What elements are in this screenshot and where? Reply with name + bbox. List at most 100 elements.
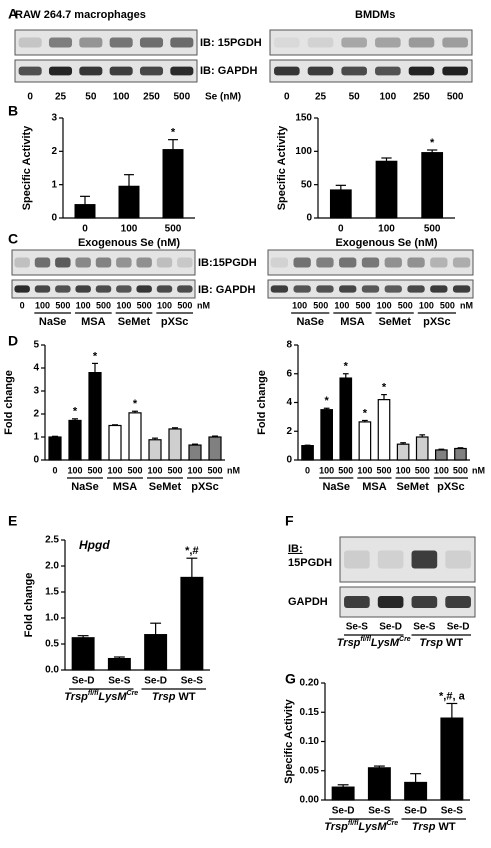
blot-band bbox=[344, 550, 370, 569]
group-label: Trspfl/flLysMCre bbox=[324, 820, 398, 833]
y-tick-label: 1 bbox=[33, 432, 39, 443]
blot-band bbox=[75, 285, 91, 293]
panel-label: G bbox=[285, 671, 296, 687]
y-tick-label: 4 bbox=[33, 363, 39, 374]
blot-band bbox=[34, 285, 51, 293]
blot-band bbox=[445, 550, 471, 569]
y-tick-label: 6 bbox=[286, 368, 292, 379]
blot-band bbox=[442, 37, 468, 48]
blot-band bbox=[307, 37, 334, 48]
x-unit: nM bbox=[472, 465, 485, 475]
bar bbox=[367, 767, 391, 801]
blot-title: RAW 264.7 macrophages bbox=[15, 9, 146, 21]
bar bbox=[74, 204, 96, 219]
x-tick-label: Se-S bbox=[441, 806, 464, 817]
y-axis-label: Fold change bbox=[3, 370, 15, 435]
bar bbox=[128, 412, 142, 461]
y-axis-label: Specific Activity bbox=[283, 698, 295, 783]
significance: * bbox=[133, 398, 138, 410]
lane-label: 0 bbox=[284, 92, 290, 103]
blot-band bbox=[55, 285, 71, 293]
bar bbox=[108, 424, 122, 461]
probe-label: IB: GAPDH bbox=[198, 284, 256, 296]
blot-band bbox=[452, 257, 471, 268]
blot-band bbox=[34, 257, 51, 268]
bar bbox=[162, 149, 184, 219]
x-tick-label: 100 bbox=[357, 465, 372, 475]
bar bbox=[404, 781, 428, 801]
group-label-part: LysM bbox=[98, 691, 127, 703]
lane-label: 100 bbox=[116, 300, 131, 310]
blot-band bbox=[139, 66, 164, 76]
bar bbox=[168, 428, 182, 461]
y-axis-label: Specific Activity bbox=[276, 125, 288, 210]
blot-band bbox=[274, 37, 300, 48]
y-tick-label: 2 bbox=[286, 426, 292, 437]
blot-band bbox=[79, 37, 103, 48]
x-unit: nM bbox=[227, 465, 240, 475]
y-tick-label: 8 bbox=[286, 340, 292, 351]
significance: *,# bbox=[185, 545, 198, 557]
y-tick-label: 2.0 bbox=[45, 561, 59, 572]
y-tick-label: 150 bbox=[295, 113, 312, 124]
blot-band bbox=[293, 257, 311, 268]
group-label: Trsp WT bbox=[419, 637, 463, 649]
bar bbox=[339, 377, 353, 461]
blot-band bbox=[445, 596, 471, 608]
lane-label: 100 bbox=[113, 92, 130, 103]
bar bbox=[208, 436, 222, 461]
x-tick-label: Se-D bbox=[332, 806, 355, 817]
group-label: MSA bbox=[340, 316, 365, 328]
blot-band bbox=[136, 285, 152, 293]
lane-label: 500 bbox=[355, 300, 370, 310]
bar bbox=[148, 439, 162, 461]
y-tick-label: 50 bbox=[301, 179, 313, 190]
x-tick-label: 100 bbox=[147, 465, 162, 475]
blot-band bbox=[116, 285, 132, 293]
x-tick-label: 500 bbox=[424, 224, 441, 235]
lane-label: 500 bbox=[398, 300, 413, 310]
blot-band bbox=[55, 257, 71, 268]
significance: *,#, a bbox=[439, 690, 466, 702]
group-label-part: Trsp bbox=[419, 637, 443, 649]
lane-label: 500 bbox=[440, 300, 455, 310]
x-tick-label: 0 bbox=[338, 224, 344, 235]
group-label-part: Trsp bbox=[152, 691, 176, 703]
x-tick-label: 100 bbox=[121, 224, 138, 235]
bar bbox=[144, 634, 168, 671]
blot-band bbox=[430, 285, 448, 293]
blot-band bbox=[293, 285, 311, 293]
x-tick-label: 500 bbox=[167, 465, 182, 475]
blot-band bbox=[95, 285, 112, 293]
blot-band bbox=[407, 257, 425, 268]
bar bbox=[377, 399, 391, 461]
group-label: Trsp WT bbox=[152, 691, 196, 703]
blot-band bbox=[109, 37, 133, 48]
blot-band bbox=[341, 66, 367, 76]
y-tick-label: 0.0 bbox=[45, 665, 59, 676]
group-label-part: LysM bbox=[371, 637, 400, 649]
probe-label: 15PGDH bbox=[288, 557, 332, 569]
group-label: Trspfl/flLysMCre bbox=[337, 636, 411, 649]
blot-band bbox=[375, 37, 401, 48]
panel-label: D bbox=[8, 333, 18, 349]
bar bbox=[71, 637, 95, 671]
y-tick-label: 2 bbox=[51, 146, 57, 157]
x-tick-label: 500 bbox=[338, 465, 353, 475]
lane-label: 500 bbox=[137, 300, 152, 310]
group-label-part: Trsp bbox=[412, 821, 436, 833]
group-label: Trsp WT bbox=[412, 821, 456, 833]
lane-label: 100 bbox=[157, 300, 172, 310]
lane-label: Se-D bbox=[447, 622, 470, 633]
x-tick-label: Se-D bbox=[144, 676, 167, 687]
group-label: NaSe bbox=[322, 481, 350, 493]
y-tick-label: 0.5 bbox=[45, 639, 59, 650]
bar bbox=[320, 409, 333, 461]
x-tick-label: 100 bbox=[67, 465, 82, 475]
group-label: pXSc bbox=[437, 481, 465, 493]
blot-band bbox=[14, 257, 30, 268]
blot bbox=[14, 29, 198, 56]
blot-band bbox=[270, 257, 289, 268]
blot-band bbox=[18, 66, 42, 76]
blot-band bbox=[116, 257, 132, 268]
